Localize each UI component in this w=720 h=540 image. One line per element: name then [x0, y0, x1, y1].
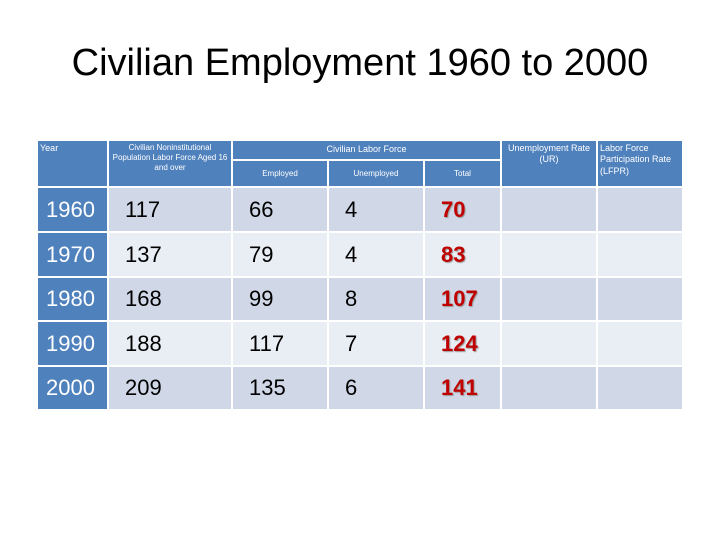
year-cell: 1980 [37, 277, 108, 321]
data-cell: 8 [328, 277, 424, 321]
data-cell: 117 [108, 187, 232, 232]
data-cell: 99 [232, 277, 328, 321]
data-cell: 137 [108, 232, 232, 277]
empty-cell [597, 321, 683, 366]
year-cell: 1960 [37, 187, 108, 232]
slide-title: Civilian Employment 1960 to 2000 [71, 42, 649, 84]
data-cell: 117 [232, 321, 328, 366]
data-cell: 66 [232, 187, 328, 232]
data-cell: 7 [328, 321, 424, 366]
year-cell: 1970 [37, 232, 108, 277]
data-cell: 4 [328, 187, 424, 232]
empty-cell [501, 232, 597, 277]
data-cell: 4 [328, 232, 424, 277]
header-cell: Total [424, 160, 501, 187]
data-cell: 188 [108, 321, 232, 366]
total-cell: 83 [424, 232, 501, 277]
header-cell: Employed [232, 160, 328, 187]
empty-cell [597, 232, 683, 277]
header-cell: Labor Force Participation Rate (LFPR) [597, 140, 683, 187]
total-cell: 141 [424, 366, 501, 410]
empty-cell [597, 277, 683, 321]
data-cell: 6 [328, 366, 424, 410]
empty-cell [501, 321, 597, 366]
year-cell: 1990 [37, 321, 108, 366]
empty-cell [501, 366, 597, 410]
header-cell: Civilian Noninstitutional Population Lab… [108, 140, 232, 187]
data-cell: 135 [232, 366, 328, 410]
empty-cell [597, 366, 683, 410]
data-cell: 79 [232, 232, 328, 277]
header-cell: Unemployment Rate (UR) [501, 140, 597, 187]
header-cell: Unemployed [328, 160, 424, 187]
header-group: Civilian Labor Force [232, 140, 501, 160]
total-cell: 124 [424, 321, 501, 366]
empty-cell [501, 277, 597, 321]
data-cell: 209 [108, 366, 232, 410]
empty-cell [597, 187, 683, 232]
year-cell: 2000 [37, 366, 108, 410]
data-cell: 168 [108, 277, 232, 321]
empty-cell [501, 187, 597, 232]
header-cell: Year [37, 140, 108, 187]
total-cell: 70 [424, 187, 501, 232]
total-cell: 107 [424, 277, 501, 321]
